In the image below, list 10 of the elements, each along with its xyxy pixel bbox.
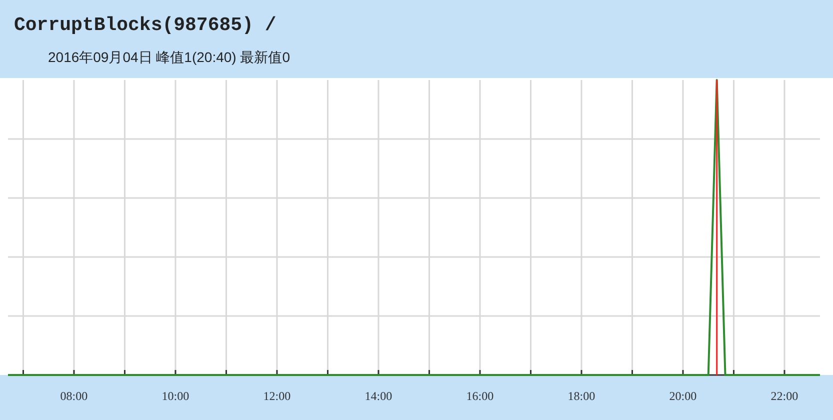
x-tick-label: 10:00 [162,389,190,403]
chart-subtitle: 2016年09月04日 峰值1(20:40) 最新值0 [48,49,290,65]
x-tick-label: 20:00 [669,389,697,403]
x-tick-label: 14:00 [364,389,392,403]
x-tick-label: 16:00 [466,389,494,403]
x-tick-label: 18:00 [568,389,596,403]
x-tick-label: 08:00 [60,389,88,403]
x-tick-label: 12:00 [263,389,291,403]
x-tick-label: 22:00 [770,389,798,403]
chart-title: CorruptBlocks(987685) / [14,14,276,36]
